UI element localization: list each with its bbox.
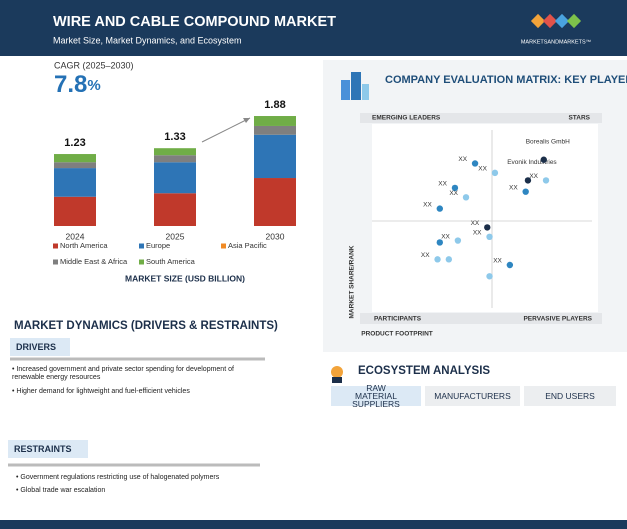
x-tick-label: 2025 (166, 231, 185, 241)
legend-swatch (139, 259, 144, 265)
ecosystem-title: ECOSYSTEM ANALYSIS (358, 365, 490, 377)
bar-segment (154, 155, 196, 163)
legend-label: Asia Pacific (228, 241, 267, 250)
restraint-item: • Government regulations restricting use… (16, 474, 220, 481)
legend-swatch (53, 243, 58, 249)
bar-segment (154, 162, 196, 194)
company-label: XX (449, 190, 458, 197)
company-dot (462, 194, 470, 201)
company-label: XX (458, 156, 467, 163)
quadrant-strip-bottom (360, 313, 602, 324)
company-dot (506, 261, 514, 269)
quadrant-label: STARS (568, 115, 590, 122)
legend-label: Middle East & Africa (60, 257, 128, 266)
bar-segment (154, 148, 196, 156)
total-label: 1.33 (164, 131, 185, 143)
company-label: XX (423, 201, 432, 208)
company-dot (454, 237, 462, 244)
ecosystem-icon (331, 366, 343, 383)
drivers-list: • Increased government and private secto… (12, 366, 267, 396)
cagr-label: CAGR (2025–2030) (54, 60, 134, 70)
chart-xlabel: MARKET SIZE (USD BILLION) (125, 273, 245, 283)
company-label: Evonik Industries (507, 159, 557, 166)
legend-label: Europe (146, 241, 170, 250)
company-label: XX (529, 173, 538, 180)
company-dot (540, 156, 547, 163)
matrix-ylabel: MARKET SHARE/RANK (349, 245, 356, 318)
x-tick-label: 2030 (266, 231, 285, 241)
driver-item: • Increased government and private secto… (12, 366, 234, 381)
legend-swatch (221, 243, 226, 249)
growth-arrow (201, 117, 251, 143)
matrix-icon (341, 72, 369, 100)
bar-segment (154, 193, 196, 226)
drivers-heading: DRIVERS (10, 338, 70, 356)
cagr-value: 7.8% (54, 71, 101, 98)
matrix-plot (372, 124, 598, 312)
ecosystem-column: RAW MATERIAL SUPPLIERS (331, 384, 421, 408)
driver-item: • Higher demand for lightweight and fuel… (12, 388, 190, 395)
company-dot (436, 239, 443, 246)
quadrant-strip-top (360, 113, 602, 123)
company-label: XX (421, 252, 430, 259)
matrix-title: COMPANY EVALUATION MATRIX: KEY PLAYERS (385, 74, 627, 86)
header-band (0, 0, 627, 56)
bar-segment (54, 168, 96, 197)
bar-segment (54, 154, 96, 163)
company-label: XX (473, 230, 482, 237)
quadrant-label: PERVASIVE PLAYERS (523, 316, 592, 323)
company-dot (434, 256, 441, 263)
company-dot (471, 160, 479, 167)
total-label: 1.88 (264, 99, 285, 111)
company-dot (522, 188, 529, 195)
company-dot (491, 169, 499, 177)
company-label: XX (438, 181, 447, 188)
legend-label: South America (146, 257, 196, 266)
restraints-list: • Government regulations restricting use… (16, 474, 266, 495)
ecosystem-column: END USERS (524, 386, 616, 406)
total-label: 1.23 (64, 137, 85, 149)
bar-segment (54, 162, 96, 169)
quadrant-label: PARTICIPANTS (374, 316, 422, 323)
matrix-xlabel: PRODUCT FOOTPRINT (361, 331, 433, 338)
bar-segment (254, 178, 296, 226)
company-label: XX (441, 233, 450, 240)
bar-segment (254, 134, 296, 179)
company-dot (542, 177, 550, 184)
company-dot (484, 224, 491, 231)
x-tick-label: 2024 (66, 231, 85, 241)
legend-swatch (53, 259, 58, 265)
company-dot (524, 177, 532, 184)
company-label: XX (471, 220, 480, 227)
footer-band (0, 520, 627, 529)
company-dot (486, 233, 493, 240)
growth-arrow-head (243, 118, 250, 123)
dynamics-title: MARKET DYNAMICS (DRIVERS & RESTRAINTS) (14, 320, 278, 332)
legend-swatch (139, 243, 144, 249)
restraint-item: • Global trade war escalation (16, 487, 106, 494)
quadrant-label: EMERGING LEADERS (372, 115, 441, 122)
company-label: Borealis GmbH (526, 138, 570, 145)
ecosystem-column: MANUFACTURERS (425, 386, 520, 406)
company-dot (451, 184, 459, 192)
legend-label: North America (60, 241, 108, 250)
company-label: XX (509, 184, 518, 191)
bar-segment (254, 116, 296, 126)
company-label: XX (478, 166, 487, 173)
restraints-heading: RESTRAINTS (8, 440, 88, 458)
bar-segment (254, 125, 296, 135)
company-dot (445, 256, 453, 263)
header-title: WIRE AND CABLE COMPOUND MARKET (53, 14, 336, 30)
company-label: XX (493, 258, 502, 265)
company-dot (436, 205, 443, 212)
logo (530, 13, 582, 29)
header-subtitle: Market Size, Market Dynamics, and Ecosys… (53, 35, 242, 45)
brand: MARKETSANDMARKETS™ (521, 39, 591, 45)
bar-segment (54, 196, 96, 226)
company-dot (486, 273, 493, 280)
